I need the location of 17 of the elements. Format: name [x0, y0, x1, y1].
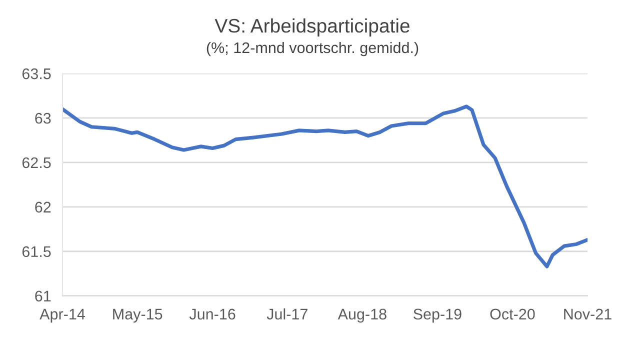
x-tick-label: Aug-18: [338, 308, 386, 323]
y-tick-label: 63: [35, 112, 51, 124]
x-tick-label: Sep-19: [414, 308, 462, 323]
y-tick-label: 61.5: [22, 246, 51, 258]
line-series: [62, 104, 588, 268]
x-tick-label: Oct-20: [490, 308, 535, 320]
x-tick-label: Jul-17: [266, 308, 308, 320]
x-tick-label: May-15: [113, 308, 162, 323]
x-tick-label: Nov-21: [564, 308, 612, 320]
chart-title: VS: Arbeidsparticipatie: [214, 18, 410, 37]
y-tick-label: 63.5: [22, 68, 51, 80]
x-tick-label: Jun-16: [189, 308, 236, 320]
y-tick-label: 62.5: [22, 157, 51, 168]
y-tick-label: 61: [35, 290, 51, 302]
y-tick-label: 62: [35, 202, 51, 213]
x-tick-label: Apr-14: [40, 308, 85, 323]
chart-subtitle: (%; 12-mnd voortschr. gemidd.): [206, 42, 418, 56]
